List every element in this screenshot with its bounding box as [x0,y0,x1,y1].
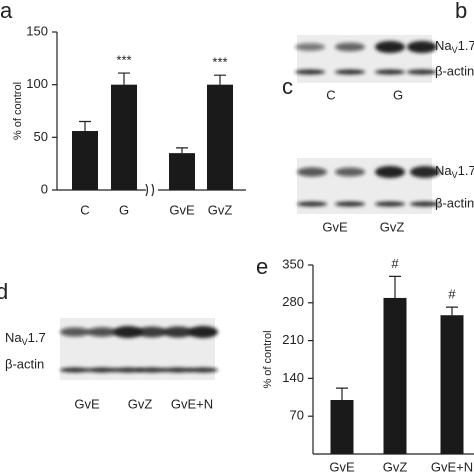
error-bar [118,72,130,85]
protein-suffix: 1.7 [458,163,474,178]
control-label: β-actin [5,356,44,371]
error-bar [336,387,348,400]
protein-name: Na [435,38,452,53]
protein-band [137,326,167,338]
actin-band [137,367,167,373]
significance-mark: # [391,256,399,271]
protein-suffix: 1.7 [458,38,474,53]
panel-letter: b [455,0,467,23]
actin-band [407,69,437,75]
x-tick-label: GvE [169,202,195,217]
x-tick-label: GvE+N [431,459,473,474]
y-axis-label: % of control [12,82,24,140]
y-tick-label: 150 [26,23,48,38]
actin-band [375,69,405,75]
protein-band [163,326,193,338]
protein-band [188,326,218,338]
y-tick-label: 280 [282,294,304,309]
error-bar [389,275,401,298]
actin-band [335,201,365,207]
protein-band [410,166,440,178]
significance-mark: *** [212,55,227,70]
protein-label: NaV1.7 [5,330,46,347]
y-tick-label: 50 [34,129,48,144]
protein-band [60,327,90,337]
protein-subscript: V [452,170,458,180]
lane-label: GvE [74,396,100,411]
actin-band [335,69,365,75]
lane-label: GvE [322,219,348,234]
protein-band [375,41,405,53]
actin-band [188,367,218,373]
protein-label: NaV1.7 [435,163,474,180]
protein-band [335,167,365,177]
lane-label: GvZ [380,219,405,234]
blot-background [297,35,432,83]
protein-band [335,42,365,52]
protein-band [375,166,405,178]
error-bar [214,74,226,85]
y-tick-label: 0 [41,181,48,196]
protein-label: NaV1.7 [435,38,474,55]
bar [383,297,407,454]
y-tick-label: 140 [282,370,304,385]
bar [207,84,233,190]
significance-mark: # [448,287,456,302]
protein-subscript: V [452,45,458,55]
y-tick-label: 70 [290,408,304,423]
protein-suffix: 1.7 [28,330,46,345]
x-tick-label: GvZ [208,202,233,217]
y-axis-label: % of control [262,330,274,388]
actin-band [297,201,327,207]
actin-band [375,201,405,207]
protein-band [295,43,325,51]
y-tick-label: 350 [282,256,304,271]
protein-band [113,326,143,338]
protein-name: Na [5,330,22,345]
x-tick-label: GvE [329,459,355,474]
lane-label: GvE+N [171,396,213,411]
lane-label: G [393,87,403,102]
protein-band [407,41,437,53]
panel-letter: d [0,279,8,304]
control-label: β-actin [435,195,474,210]
panel-letter: e [256,254,268,279]
x-tick-label: G [119,202,129,217]
protein-band [297,167,327,177]
protein-band [87,327,117,337]
actin-band [113,367,143,373]
actin-band [60,367,90,373]
lane-label: C [326,87,335,102]
x-tick-label: GvZ [383,459,408,474]
error-bar [446,306,458,316]
error-bar [176,147,188,154]
error-bar [79,120,91,132]
actin-band [410,201,440,207]
actin-band [163,367,193,373]
control-label: β-actin [435,63,474,78]
lane-label: GvZ [128,396,153,411]
protein-subscript: V [22,337,28,347]
axis-break [145,183,155,197]
y-tick-label: 210 [282,332,304,347]
significance-mark: *** [116,53,131,68]
bar [169,153,195,190]
protein-name: Na [435,163,452,178]
bar [111,84,137,190]
actin-band [87,367,117,373]
panel-letter: c [282,74,293,99]
bar [72,131,98,190]
y-tick-label: 100 [26,76,48,91]
bar [330,400,354,454]
x-tick-label: C [80,202,89,217]
bar [440,315,464,454]
actin-band [295,69,325,75]
panel-letter: a [0,0,13,23]
